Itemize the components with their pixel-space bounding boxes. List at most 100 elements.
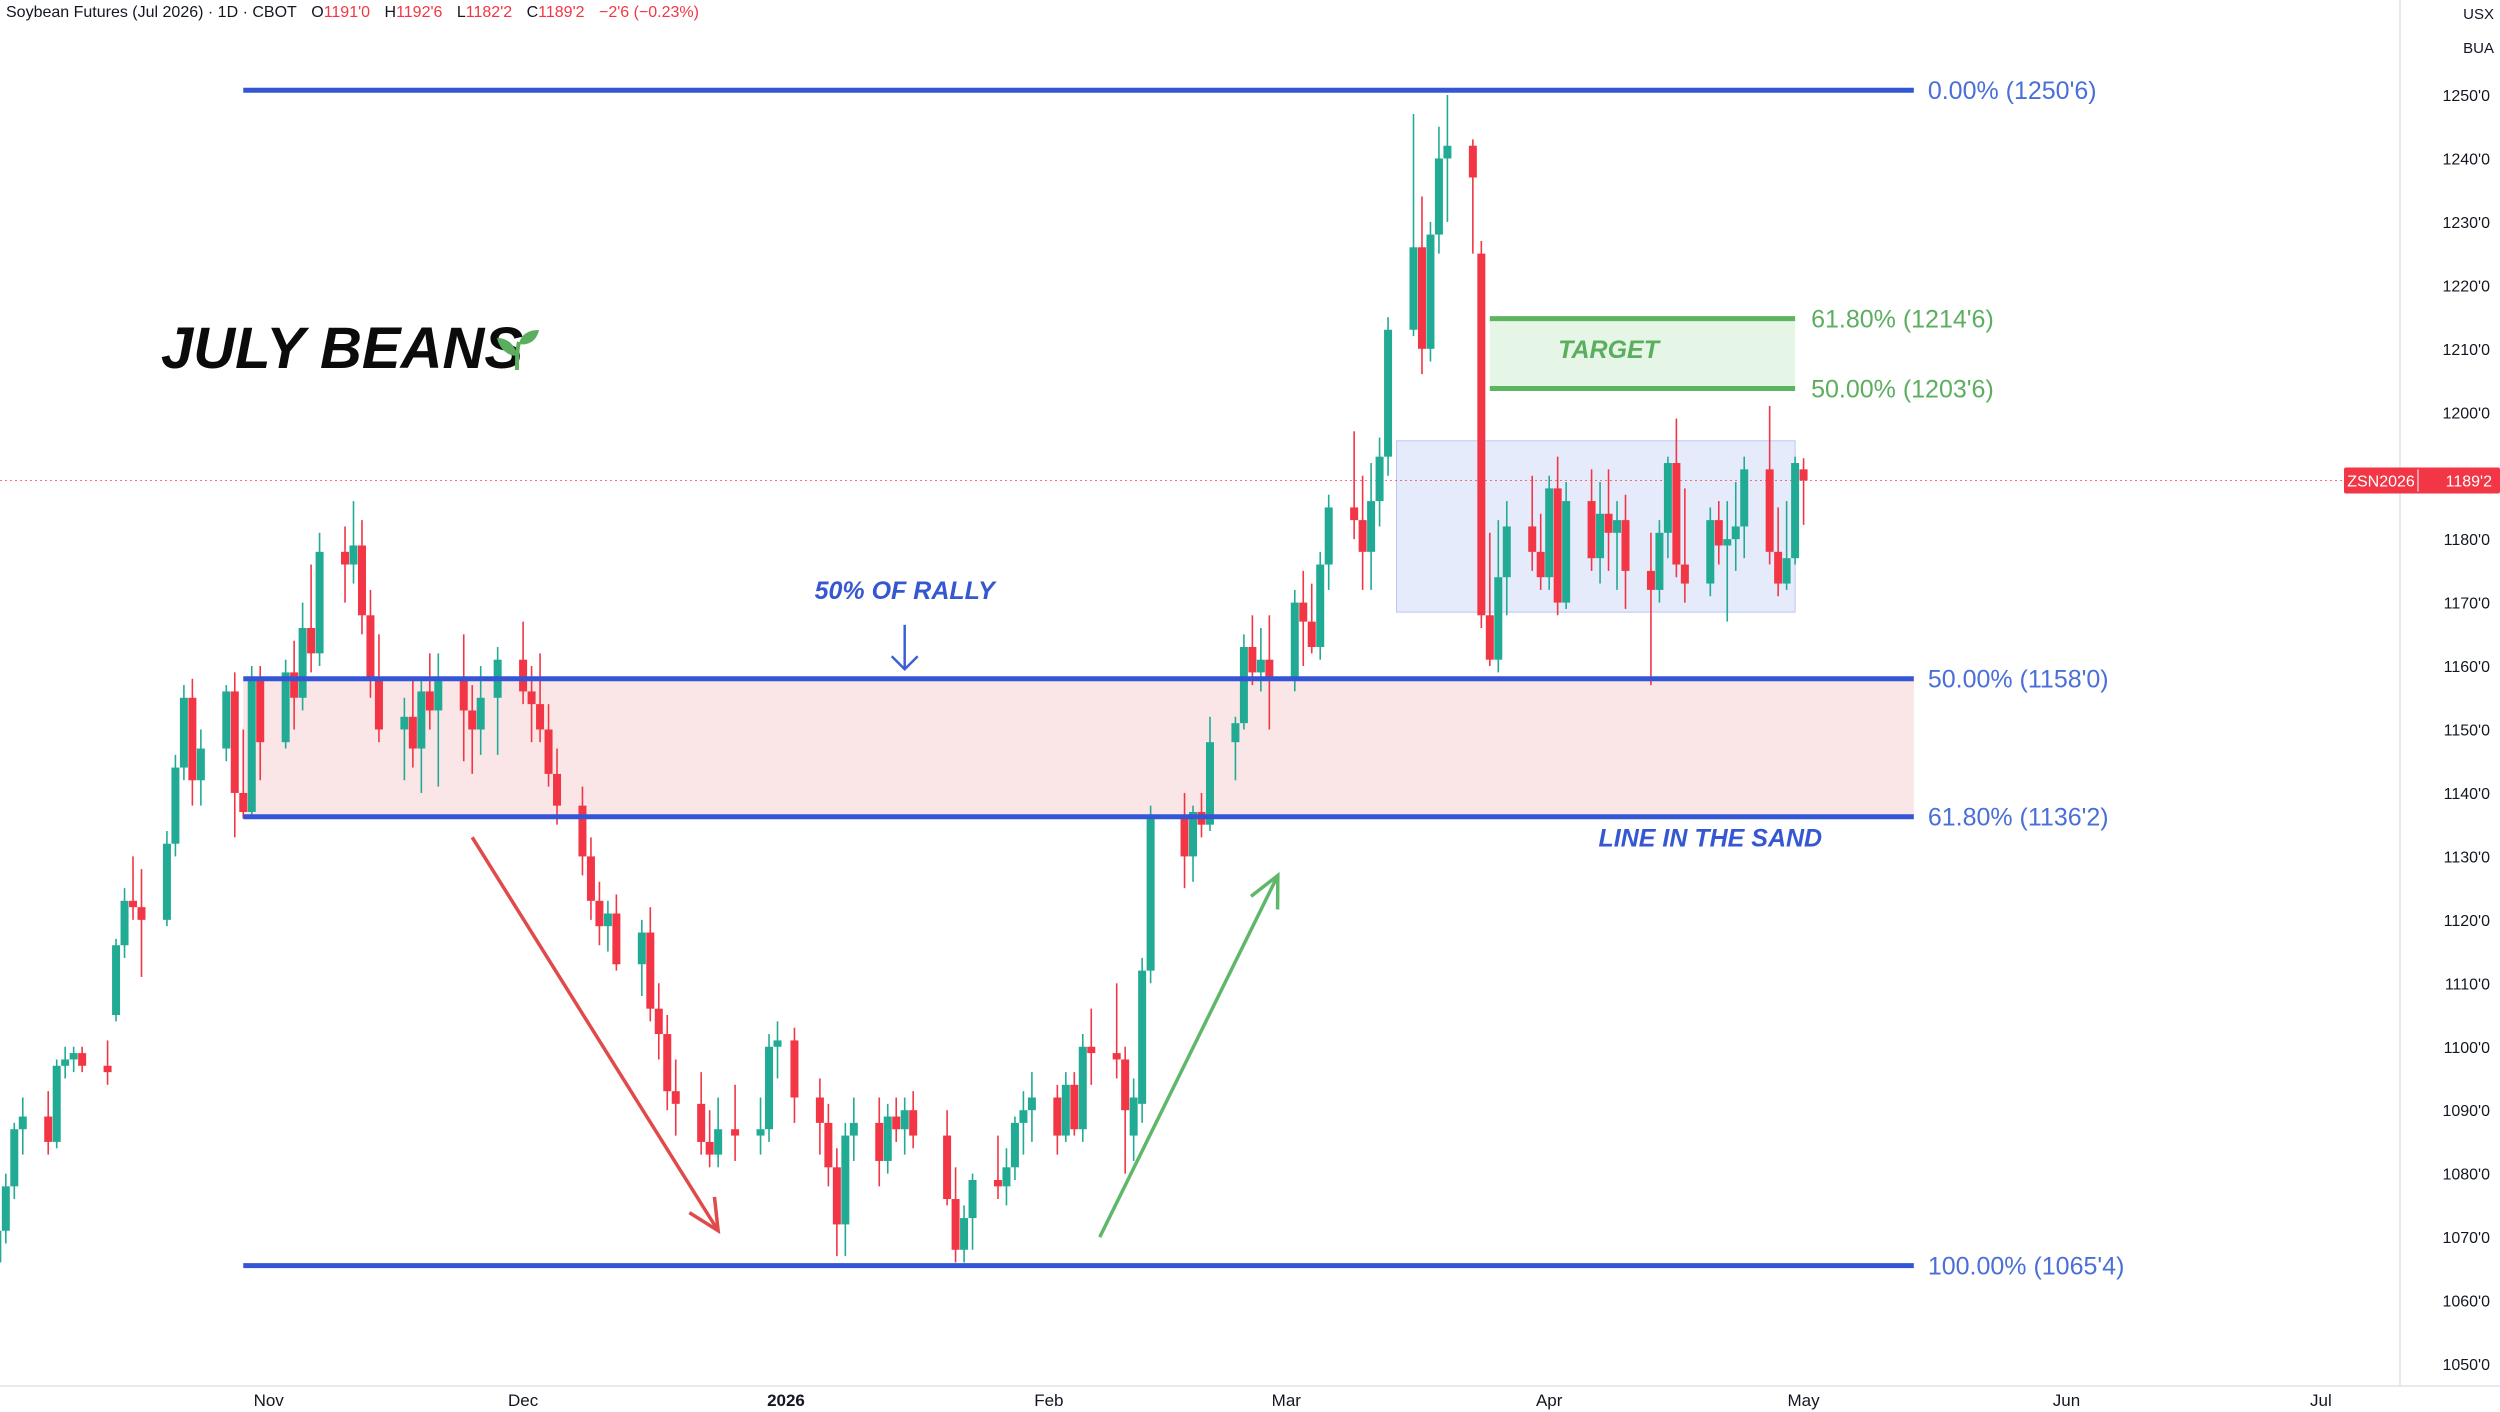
candle-down — [646, 907, 655, 1022]
candle-up — [18, 1097, 27, 1155]
candle-up — [247, 666, 256, 819]
candle-down — [425, 653, 434, 730]
candle-body — [892, 1116, 901, 1130]
candle-down — [909, 1091, 918, 1149]
candle-up — [1409, 114, 1418, 337]
down-trend-arrow[interactable] — [470, 836, 721, 1235]
fib-level-label: 61.80% (1136'2) — [1928, 804, 2109, 832]
candle-up — [1562, 482, 1571, 609]
price-tick-label: 1140'0 — [2444, 786, 2490, 803]
candle-body — [222, 691, 231, 749]
candle-body — [875, 1122, 884, 1161]
candle-down — [1070, 1072, 1079, 1136]
line-in-the-sand-annotation: LINE IN THE SAND — [1598, 824, 1822, 852]
candle-down — [943, 1110, 952, 1206]
candle-down — [1621, 494, 1630, 609]
candle-down — [586, 837, 595, 920]
candle-body — [188, 697, 197, 781]
candle-up — [1434, 126, 1443, 254]
symbol-title[interactable]: Soybean Futures (Jul 2026) · 1D · CBOT — [6, 4, 297, 21]
seedling-leaf-right — [519, 330, 539, 345]
unit-badge[interactable]: BUA — [2463, 40, 2494, 57]
candle-up — [417, 678, 426, 793]
candle-up — [349, 501, 358, 584]
candle-up — [222, 685, 231, 762]
candle-up — [1740, 456, 1749, 559]
candle-body — [10, 1129, 19, 1187]
candle-down — [654, 983, 663, 1060]
time-tick-label: Dec — [508, 1391, 539, 1410]
candle-body — [705, 1141, 714, 1155]
candle-down — [1485, 532, 1494, 667]
low-value: 1182'2 — [465, 4, 513, 21]
candle-down — [230, 672, 239, 838]
candle-body — [1375, 456, 1384, 502]
candle-body — [1002, 1167, 1011, 1187]
candle-body — [137, 907, 146, 920]
candle-body — [18, 1116, 27, 1130]
candle-body — [900, 1110, 909, 1130]
candle-body — [103, 1065, 112, 1073]
price-tick-label: 1220'0 — [2442, 278, 2490, 295]
candle-body — [1672, 463, 1681, 565]
currency-badge[interactable]: USX — [2463, 6, 2494, 23]
candle-body — [663, 1034, 672, 1092]
time-tick-label: Apr — [1536, 1391, 1563, 1410]
candle-body — [1799, 469, 1808, 481]
open-label: O — [311, 4, 324, 21]
candle-body — [1502, 526, 1511, 578]
candle-body — [112, 945, 121, 1016]
candle-body — [468, 710, 477, 730]
candle-up — [1723, 501, 1732, 622]
candle-body — [1070, 1084, 1079, 1130]
candle-down — [1248, 615, 1257, 686]
time-tick-label: Jun — [2053, 1391, 2080, 1410]
candle-up — [1, 1173, 10, 1244]
time-axis[interactable]: Nov Dec 2026 Feb Mar Apr May Jun Jul — [254, 1391, 2332, 1410]
candle-body — [697, 1103, 706, 1142]
time-tick-label: Jul — [2310, 1391, 2332, 1410]
candle-body — [815, 1097, 824, 1123]
candle-body — [1494, 577, 1503, 660]
candle-body — [849, 1122, 858, 1136]
candle-down — [892, 1097, 901, 1142]
candle-down — [1587, 469, 1596, 571]
seedling-stem — [515, 341, 521, 371]
candle-body — [256, 678, 265, 743]
candle-body — [425, 691, 434, 711]
candle-body — [671, 1091, 680, 1104]
candle-down — [374, 634, 383, 743]
candle-body — [1680, 564, 1689, 584]
price-tick-label: 1050'0 — [2442, 1357, 2490, 1374]
candle-down — [129, 856, 138, 920]
candle-down — [832, 1148, 841, 1257]
candle-up — [196, 729, 205, 806]
candle-body — [69, 1053, 78, 1060]
candle-body — [1536, 551, 1545, 578]
candle-up — [112, 938, 121, 1022]
candle-up — [1384, 317, 1393, 476]
candle-body — [1299, 602, 1308, 622]
candle-body — [357, 545, 366, 616]
close-value: 1189'2 — [538, 4, 585, 21]
candle-body — [1663, 463, 1672, 533]
candle-body — [239, 792, 248, 812]
price-tick-label: 1210'0 — [2442, 342, 2490, 359]
candle-body — [1782, 558, 1791, 584]
candle-body — [536, 704, 545, 730]
candle-down — [612, 894, 621, 971]
price-tick-label: 1200'0 — [2442, 405, 2490, 422]
zone-between-fibs — [243, 678, 1914, 817]
price-axis[interactable]: 1250'0 1240'0 1230'0 1220'0 1210'0 1200'0 1180… — [2344, 88, 2500, 1374]
candle-body — [179, 697, 188, 768]
time-tick-label: Nov — [254, 1391, 285, 1410]
up-trend-arrow[interactable] — [1098, 871, 1280, 1238]
candle-body — [1765, 469, 1774, 552]
candle-body — [773, 1040, 782, 1047]
candle-body — [1256, 659, 1265, 673]
candle-up — [434, 653, 443, 787]
candle-body — [1307, 621, 1316, 648]
candle-down — [697, 1072, 706, 1155]
price-tick-label: 1070'0 — [2442, 1230, 2490, 1247]
